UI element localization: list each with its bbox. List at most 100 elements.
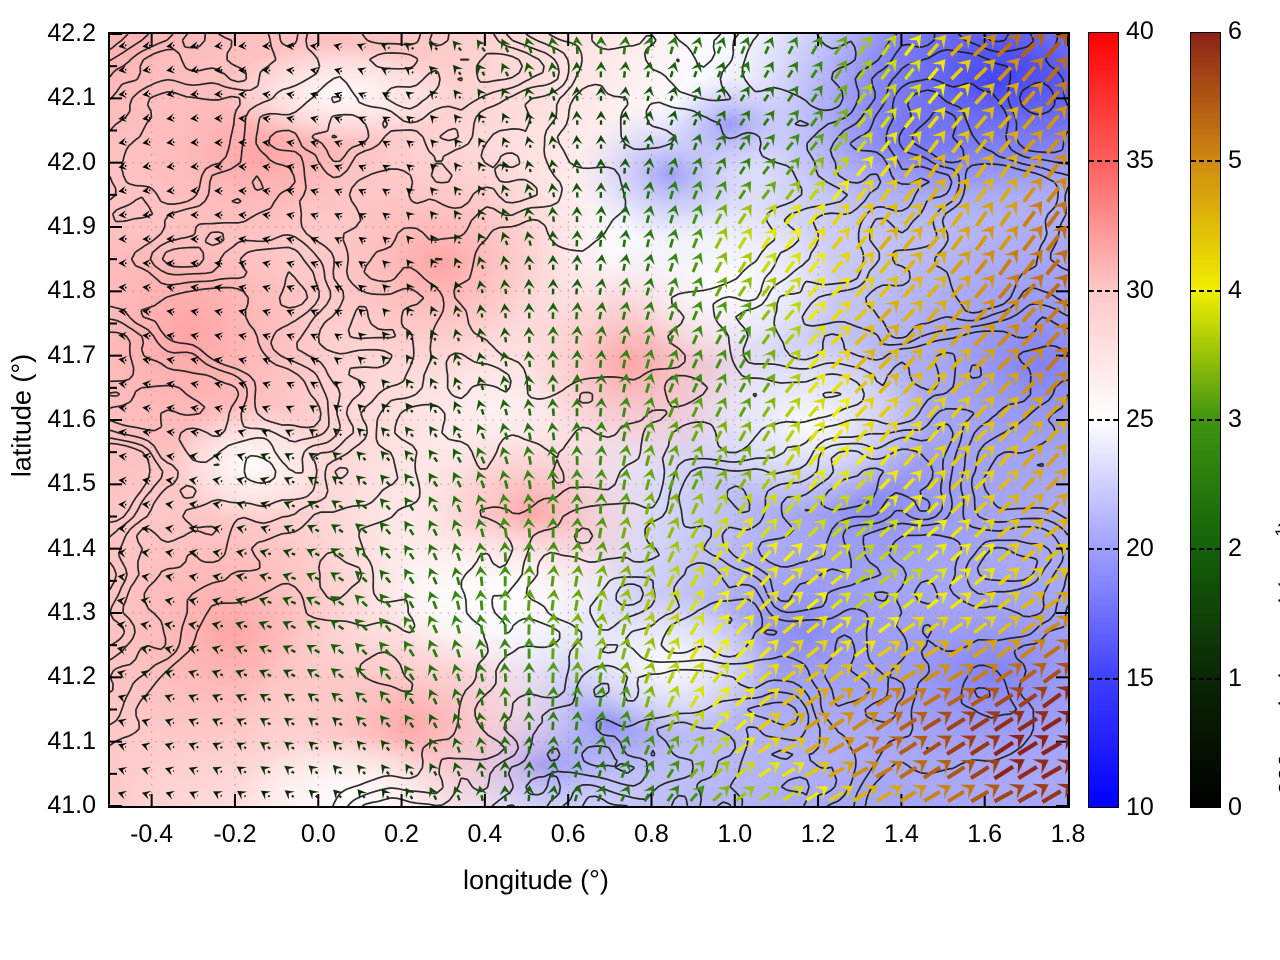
wind-arrow-shaft (761, 406, 771, 418)
wind-arrow-shaft (878, 115, 892, 610)
colorbar-tick-mark (1105, 419, 1118, 421)
wind-arrow-shaft (266, 95, 579, 629)
wind-arrow-shaft (243, 624, 248, 628)
wind-arrow-head (594, 421, 608, 433)
wind-arrow-shaft (480, 480, 486, 489)
plot-area[interactable] (108, 32, 1070, 808)
wind-arrow-shaft (857, 43, 867, 56)
wind-arrow-shaft (480, 721, 485, 730)
wind-arrow-shaft (759, 501, 916, 587)
wind-arrow-head (859, 35, 872, 49)
wind-arrow-shaft (689, 405, 820, 588)
wind-arrow-head (714, 61, 726, 74)
wind-arrow-head (956, 226, 971, 290)
wind-arrow-head (1056, 783, 1068, 799)
wind-arrow-shaft (1045, 234, 1061, 252)
wind-arrow-shaft (666, 309, 795, 636)
wind-arrow-shaft (666, 502, 867, 588)
wind-arrow-shaft (124, 95, 390, 772)
wind-arrow-shaft (527, 527, 627, 708)
x-tick-0.8: 0.8 (634, 820, 669, 848)
wind-arrow-shaft (876, 259, 916, 683)
wind-arrow-head (1029, 323, 1044, 339)
wind-arrow-head (1028, 225, 1043, 241)
wind-arrow-shaft (620, 647, 627, 660)
colorbar-tick-mark (1105, 677, 1118, 680)
wind-arrow-head (570, 612, 584, 625)
wind-arrow-shaft (993, 789, 1014, 804)
wind-arrow-shaft (291, 794, 295, 798)
wind-arrow-shaft (853, 670, 868, 683)
wind-arrow-head (642, 468, 656, 482)
wind-arrow-shaft (666, 550, 675, 564)
wind-arrow-shaft (338, 240, 485, 775)
wind-arrow-shaft (785, 429, 867, 585)
wind-arrow-shaft (387, 167, 390, 170)
wind-arrow-shaft (781, 163, 988, 778)
wind-arrow-shaft (735, 791, 747, 802)
wind-arrow-shaft (527, 479, 556, 514)
wind-arrow-head (790, 786, 805, 799)
wind-arrow-head (429, 425, 439, 437)
wind-arrow-shaft (784, 357, 795, 370)
wind-arrow-head (911, 711, 928, 726)
colorbar-tick-mark (1089, 289, 1102, 292)
wind-arrow-head (260, 766, 271, 776)
wind-arrow-head (546, 637, 560, 649)
wind-arrow-head (716, 565, 729, 580)
wind-arrow-shaft (409, 771, 414, 776)
wind-arrow-head (618, 492, 632, 505)
wind-arrow-shaft (715, 118, 746, 151)
wind-arrow-head (406, 259, 416, 269)
wind-arrow-head (691, 517, 704, 531)
wind-arrow-head (594, 468, 608, 481)
wind-arrow-shaft (196, 241, 461, 676)
wind-arrow-shaft (243, 46, 439, 774)
wind-arrow-shaft (646, 167, 650, 175)
wind-arrow-shaft (781, 694, 797, 707)
wind-arrow-head (715, 86, 726, 98)
wind-arrow-shaft (197, 432, 294, 579)
wind-arrow-head (1055, 686, 1068, 702)
wind-arrow-shaft (786, 117, 794, 127)
wind-arrow-head (959, 759, 976, 775)
wind-arrow-head (498, 565, 705, 798)
wind-arrow-shaft (526, 599, 531, 611)
wind-arrow-head (667, 760, 680, 773)
wind-arrow-shaft (574, 623, 579, 636)
x-tick-1.2: 1.2 (800, 820, 836, 848)
wind-arrow-shaft (1043, 621, 1061, 635)
wind-arrow-shaft (432, 673, 438, 682)
wind-arrow-head (1005, 323, 1020, 339)
wind-arrow-shaft (898, 282, 1061, 780)
wind-arrow-head (983, 687, 1000, 702)
wind-arrow-shaft (597, 623, 603, 636)
wind-arrow-head (499, 736, 512, 747)
y-tick-41.1: 41.1 (47, 726, 96, 755)
wind-arrow-shaft (481, 120, 532, 221)
wind-arrow-shaft (456, 335, 579, 754)
wind-arrow-head (691, 86, 702, 98)
wind-arrow-head (1052, 105, 1067, 145)
wind-arrow-head (691, 710, 705, 724)
y-tick-41.3: 41.3 (47, 598, 96, 626)
wind-arrow-shaft (528, 95, 533, 101)
wind-arrow-shaft (950, 235, 964, 299)
wind-arrow-shaft (692, 95, 698, 102)
wind-arrow-head (666, 204, 679, 217)
wind-arrow-shaft (712, 236, 796, 612)
wind-arrow-shaft (456, 504, 603, 778)
wind-arrow-shaft (924, 645, 941, 658)
wind-arrow-head (888, 760, 904, 775)
colorbar-tick-mark (1207, 289, 1220, 292)
wind-arrow-shaft (411, 120, 437, 243)
wind-arrow-shaft (599, 215, 603, 223)
wind-arrow-shaft (1017, 765, 1038, 780)
wind-arrow-shaft (878, 550, 891, 561)
wind-arrow-shaft (361, 143, 674, 730)
wind-arrow-head (861, 616, 876, 630)
wind-arrow-shaft (1021, 549, 1036, 563)
wind-arrow-shaft (734, 501, 820, 778)
wind-arrow-head (214, 429, 224, 438)
wind-arrow-shaft (1021, 234, 1037, 252)
